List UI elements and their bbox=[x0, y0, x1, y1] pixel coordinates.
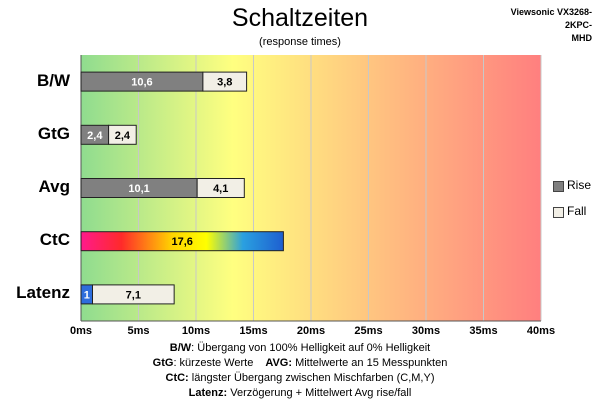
bar-ctc bbox=[80, 231, 284, 252]
bar-value-label: 1 bbox=[84, 289, 90, 301]
legend-fall-label: Fall bbox=[567, 204, 587, 218]
bar-value-label: 3,8 bbox=[217, 77, 232, 89]
x-tick-label: 20ms bbox=[296, 325, 326, 337]
monitor-model-line2: MHD bbox=[571, 33, 593, 43]
bar-value-label: 4,1 bbox=[213, 183, 228, 195]
category-label: B/W bbox=[36, 70, 70, 90]
x-tick-label: 15ms bbox=[239, 325, 268, 337]
x-tick-label: 35ms bbox=[469, 325, 498, 337]
chart-notes: B/W: Übergang von 100% Helligkeit auf 0%… bbox=[0, 341, 600, 401]
note-ctc: CtC: längster Übergang zwischen Mischfar… bbox=[165, 372, 435, 384]
x-tick-label: 25ms bbox=[354, 325, 383, 337]
category-label: CtC bbox=[39, 230, 70, 250]
bar-value-label: 10,1 bbox=[128, 183, 149, 195]
x-tick-label: 30ms bbox=[411, 325, 441, 337]
chart-subtitle: (response times) bbox=[259, 36, 341, 48]
bar-latency-avg bbox=[92, 284, 175, 305]
category-label: GtG bbox=[37, 123, 70, 143]
response-time-chart: 10,6 3,8 2,4 2,4 10,1 4,1 17,6 1 7,1 bbox=[80, 55, 542, 322]
category-label: Avg bbox=[38, 177, 71, 196]
x-tick-label: 5ms bbox=[127, 325, 150, 337]
bar-fall bbox=[202, 71, 248, 92]
monitor-model: Viewsonic VX3268-2KPC- MHD bbox=[492, 6, 592, 45]
bar-fall bbox=[108, 124, 137, 145]
bar-fall bbox=[196, 178, 245, 198]
bar-value-label: 2,4 bbox=[87, 130, 103, 142]
legend-rise-swatch bbox=[553, 181, 564, 192]
bar-value-label: 2,4 bbox=[115, 130, 131, 142]
monitor-model-line1: Viewsonic VX3268-2KPC- bbox=[510, 7, 592, 30]
note-gtg-avg: GtG: kürzeste Werte AVG: Mittelwerte an 1… bbox=[152, 357, 448, 369]
note-latenz: Latenz: Verzögerung + Mittelwert Avg ris… bbox=[188, 387, 412, 399]
category-label: Latenz bbox=[16, 283, 70, 303]
bar-value-label: 17,6 bbox=[171, 236, 192, 248]
x-tick-label: 10ms bbox=[181, 325, 211, 337]
x-tick-label: 0ms bbox=[69, 325, 93, 337]
x-tick-label: 40ms bbox=[526, 325, 556, 337]
legend-fall-swatch bbox=[553, 207, 564, 218]
legend-rise-label: Rise bbox=[567, 178, 592, 192]
chart-title: Schaltzeiten bbox=[231, 4, 369, 32]
bar-value-label: 10,6 bbox=[131, 77, 152, 89]
note-bw: B/W: Übergang von 100% Helligkeit auf 0%… bbox=[169, 342, 431, 354]
bar-value-label: 7,1 bbox=[126, 289, 141, 301]
